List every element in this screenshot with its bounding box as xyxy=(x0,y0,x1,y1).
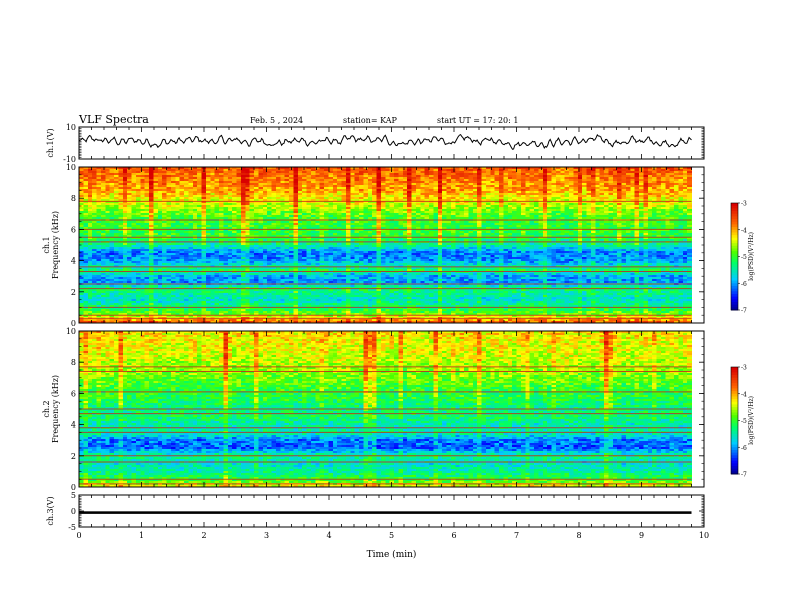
station-label: station= KAP xyxy=(343,116,398,125)
ch1-voltage-trace xyxy=(79,135,692,150)
chart-canvas: VLF Spectra Feb. 5 , 2024 station= KAP s… xyxy=(0,0,792,612)
start-time-label: start UT = 17: 20: 1 xyxy=(437,116,518,125)
figure-header: VLF Spectra Feb. 5 , 2024 station= KAP s… xyxy=(78,113,518,126)
figure-title: VLF Spectra xyxy=(78,113,149,126)
y-tick-label: 10 xyxy=(66,123,76,132)
ch1-spectrogram-panel-cells xyxy=(79,167,692,324)
ch1-voltage-ylabel: ch.1(V) xyxy=(46,128,55,157)
date-label: Feb. 5 , 2024 xyxy=(250,116,303,125)
vlf-spectra-figure: VLF Spectra Feb. 5 , 2024 station= KAP s… xyxy=(0,0,792,612)
